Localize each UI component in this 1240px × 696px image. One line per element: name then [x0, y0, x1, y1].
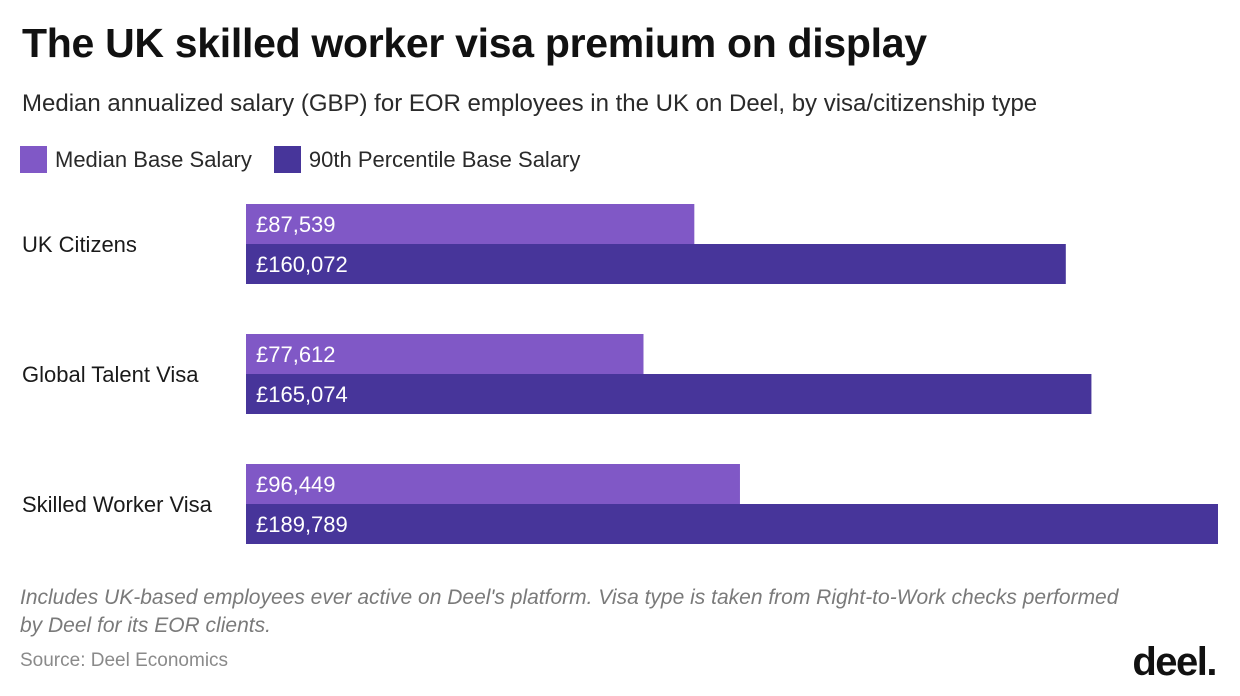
- legend-label-90th: 90th Percentile Base Salary: [308, 146, 581, 172]
- bar-value-label: £77,612: [256, 342, 336, 367]
- deel-logo: deel.: [1132, 640, 1217, 684]
- bar-value-label: £165,074: [256, 382, 348, 407]
- bar-value-label: £189,789: [256, 512, 348, 537]
- footnote: Includes UK-based employees ever active …: [20, 586, 1119, 637]
- legend-label-median: Median Base Salary: [55, 146, 252, 172]
- chart-subtitle: Median annualized salary (GBP) for EOR e…: [22, 90, 1038, 117]
- category-label: UK Citizens: [22, 232, 137, 257]
- bar-value-label: £87,539: [256, 212, 336, 237]
- percentile-90-salary-bar: [246, 504, 1218, 544]
- median-salary-bar: [246, 464, 740, 504]
- category-label: Global Talent Visa: [22, 362, 199, 387]
- legend-item-median: Median Base Salary: [20, 146, 252, 173]
- bar-value-label: £160,072: [256, 252, 348, 277]
- legend: Median Base Salary 90th Percentile Base …: [20, 146, 602, 173]
- percentile-90-salary-bar: [246, 374, 1092, 414]
- source-text: Source: Deel Economics: [20, 650, 229, 671]
- category-label: Skilled Worker Visa: [22, 492, 213, 517]
- median-salary-bar: [246, 204, 695, 244]
- chart-title: The UK skilled worker visa premium on di…: [22, 20, 927, 66]
- legend-item-90th: 90th Percentile Base Salary: [273, 146, 581, 173]
- legend-swatch-90th: [273, 146, 301, 173]
- bar-chart: UK Citizens £87,539 £160,072 Global Talent …: [22, 204, 1218, 544]
- median-salary-bar: [246, 334, 644, 374]
- percentile-90-salary-bar: [246, 244, 1066, 284]
- bar-value-label: £96,449: [256, 472, 336, 497]
- legend-swatch-median: [20, 146, 47, 173]
